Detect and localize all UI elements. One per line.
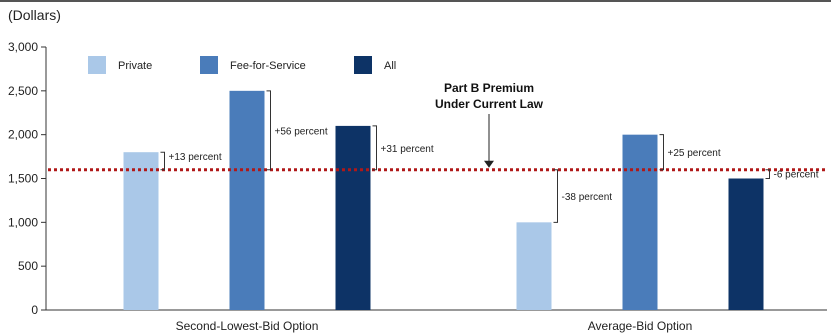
reference-line-label: Part B Premium bbox=[444, 81, 534, 95]
legend-label: Private bbox=[118, 60, 152, 72]
bar bbox=[516, 222, 552, 310]
y-tick-label: 1,500 bbox=[8, 172, 38, 186]
top-rule bbox=[0, 0, 831, 2]
annotation-bracket bbox=[659, 134, 664, 171]
annotation-label: -6 percent bbox=[774, 170, 819, 181]
y-tick-label: 2,000 bbox=[8, 128, 38, 142]
bar bbox=[229, 90, 265, 310]
annotation-label: +25 percent bbox=[668, 148, 721, 159]
annotation-bracket bbox=[160, 151, 165, 171]
y-tick-label: 0 bbox=[31, 303, 38, 317]
legend-swatch bbox=[354, 56, 372, 74]
x-category-label: Average-Bid Option bbox=[588, 319, 693, 333]
y-tick-label: 2,500 bbox=[8, 84, 38, 98]
annotation-label: +13 percent bbox=[169, 152, 222, 163]
annotation-label: +31 percent bbox=[381, 144, 434, 155]
reference-arrow-head bbox=[484, 160, 494, 168]
y-tick-label: 3,000 bbox=[8, 40, 38, 54]
legend-swatch bbox=[200, 56, 218, 74]
y-tick-label: 500 bbox=[18, 259, 38, 273]
annotation-label: +56 percent bbox=[275, 126, 328, 137]
annotation-bracket bbox=[266, 90, 271, 171]
y-tick-label: 1,000 bbox=[8, 215, 38, 229]
reference-line-label: Under Current Law bbox=[435, 97, 544, 111]
x-category-label: Second-Lowest-Bid Option bbox=[176, 319, 319, 333]
bar bbox=[335, 125, 371, 311]
legend-label: Fee-for-Service bbox=[230, 60, 306, 72]
annotation-bracket bbox=[765, 169, 770, 179]
legend-swatch bbox=[88, 56, 106, 74]
annotation-bracket bbox=[553, 169, 558, 223]
bar bbox=[728, 178, 764, 310]
legend-label: All bbox=[384, 60, 396, 72]
bar bbox=[123, 152, 159, 310]
y-unit-label: (Dollars) bbox=[8, 7, 61, 23]
annotation-label: -38 percent bbox=[562, 192, 613, 203]
bar bbox=[622, 134, 658, 310]
annotation-bracket bbox=[372, 125, 377, 171]
